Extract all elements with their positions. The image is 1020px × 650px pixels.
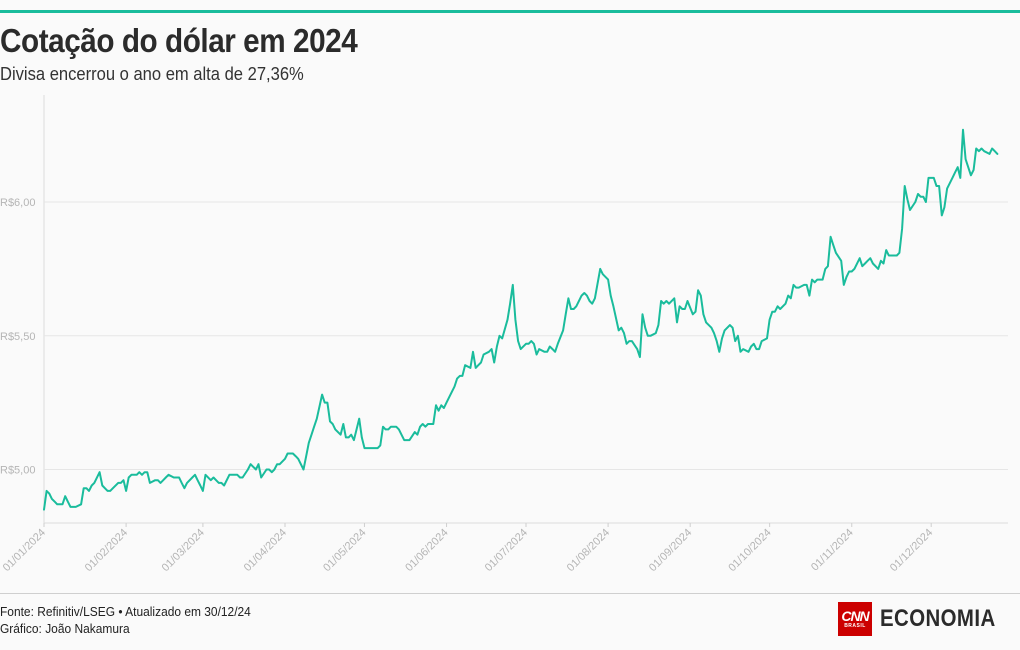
x-tick-label: 01/03/2024 bbox=[160, 527, 207, 574]
chart-series bbox=[43, 128, 999, 511]
chart-gridlines bbox=[43, 95, 1008, 527]
footer-source: Fonte: Refinitiv/LSEG • Atualizado em 30… bbox=[0, 604, 251, 619]
x-tick-label: 01/11/2024 bbox=[809, 527, 856, 574]
x-tick-label: 01/07/2024 bbox=[483, 527, 530, 574]
x-tick-label: 01/06/2024 bbox=[403, 527, 450, 574]
y-axis-labels: R$5,00 R$5,50 R$6,00 bbox=[0, 197, 35, 477]
x-tick-label: 01/01/2024 bbox=[1, 527, 48, 574]
chart-subtitle: Divisa encerrou o ano em alta de 27,36% bbox=[0, 64, 304, 84]
y-tick-label: R$5,00 bbox=[0, 465, 35, 477]
cnn-brasil-badge: CNN BRASIL bbox=[838, 602, 872, 636]
footer-divider bbox=[0, 593, 1020, 594]
x-tick-label: 01/08/2024 bbox=[565, 527, 612, 574]
chart-title: Cotação do dólar em 2024 bbox=[0, 22, 358, 59]
line-chart: R$5,00R$5,50R$6,00 01/01/2024 01/02/2024 0… bbox=[0, 95, 1008, 574]
cnn-economia-logo[interactable]: CNN BRASIL ECONOMIA bbox=[838, 602, 1016, 636]
cnn-badge-text: CNN bbox=[841, 607, 869, 624]
x-tick-label: 01/04/2024 bbox=[242, 527, 289, 574]
x-tick-label: 01/05/2024 bbox=[321, 527, 368, 574]
footer: Fonte: Refinitiv/LSEG • Atualizado em 30… bbox=[0, 603, 273, 637]
x-tick-label: 01/12/2024 bbox=[888, 527, 935, 574]
cnn-badge-subtext: BRASIL bbox=[844, 622, 866, 629]
economia-wordmark: ECONOMIA bbox=[880, 605, 996, 632]
series-line bbox=[43, 128, 999, 511]
x-axis-labels: 01/01/2024 01/02/2024 01/03/2024 01/04/2024… bbox=[1, 527, 936, 574]
footer-credit: Gráfico: João Nakamura bbox=[0, 621, 130, 636]
x-tick-label: 01/02/2024 bbox=[83, 527, 130, 574]
x-tick-label: 01/09/2024 bbox=[647, 527, 694, 574]
y-tick-label: R$6,00 bbox=[0, 197, 35, 209]
x-tick-label: 01/10/2024 bbox=[726, 527, 773, 574]
y-tick-label: R$5,50 bbox=[0, 331, 35, 343]
top-accent-rule bbox=[0, 10, 1020, 13]
